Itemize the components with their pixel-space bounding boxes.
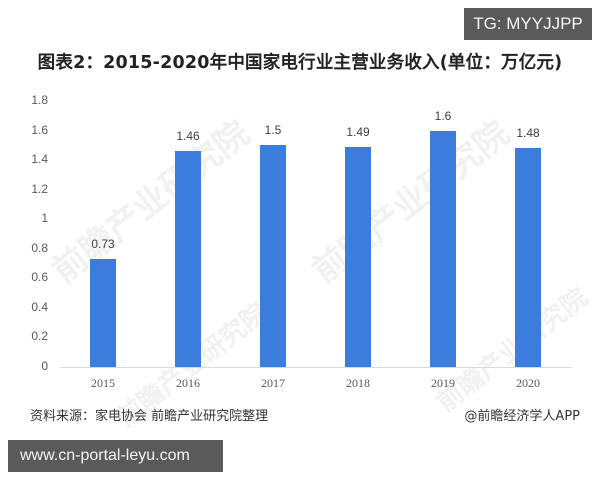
x-axis-line bbox=[60, 367, 572, 368]
y-tick-label: 1.4 bbox=[31, 152, 48, 167]
bar-value-label: 1.6 bbox=[434, 108, 452, 123]
x-tick-label: 2020 bbox=[516, 376, 540, 390]
y-tick-label: 0.4 bbox=[31, 299, 48, 314]
bar-value-label: 1.49 bbox=[346, 124, 370, 139]
bar-value-label: 1.5 bbox=[264, 123, 282, 138]
y-tick-label: 1.8 bbox=[31, 93, 48, 107]
y-tick-label: 0.2 bbox=[31, 329, 48, 344]
bar-2015 bbox=[90, 259, 116, 367]
x-tick-label: 2015 bbox=[91, 376, 115, 390]
x-tick-label: 2019 bbox=[431, 376, 455, 390]
y-tick-label: 1.6 bbox=[31, 122, 48, 137]
chart-title: 图表2：2015-2020年中国家电行业主营业务收入(单位：万亿元) bbox=[37, 53, 563, 73]
x-tick-label: 2018 bbox=[346, 376, 370, 390]
credit-note: @前瞻经济学人APP bbox=[464, 409, 580, 424]
bar-2020 bbox=[515, 148, 541, 367]
bar-2016 bbox=[175, 151, 201, 367]
y-tick-label: 0 bbox=[41, 359, 48, 373]
bar-value-label: 1.46 bbox=[176, 129, 200, 144]
bar-value-label: 0.73 bbox=[91, 237, 115, 252]
y-tick-label: 0.6 bbox=[31, 270, 48, 285]
bar-value-label: 1.48 bbox=[516, 126, 540, 141]
source-note: 资料来源：家电协会 前瞻产业研究院整理 bbox=[30, 409, 269, 424]
url-badge: www.cn-portal-leyu.com bbox=[8, 440, 223, 472]
bar-chart: 0 0.2 0.4 0.6 0.8 1 1.2 1.4 1.6 1.8 0.73 1.46 1.5 1.… bbox=[31, 93, 572, 390]
x-tick-label: 2017 bbox=[261, 376, 285, 390]
y-tick-label: 1.2 bbox=[31, 181, 48, 196]
bar-2018 bbox=[345, 146, 371, 367]
tg-badge: TG: MYYJJPP bbox=[464, 8, 592, 40]
x-tick-label: 2016 bbox=[176, 376, 200, 390]
bar-2019 bbox=[430, 130, 456, 367]
y-tick-label: 0.8 bbox=[31, 240, 48, 255]
y-tick-label: 1 bbox=[41, 211, 48, 226]
bar-2017 bbox=[260, 145, 286, 367]
